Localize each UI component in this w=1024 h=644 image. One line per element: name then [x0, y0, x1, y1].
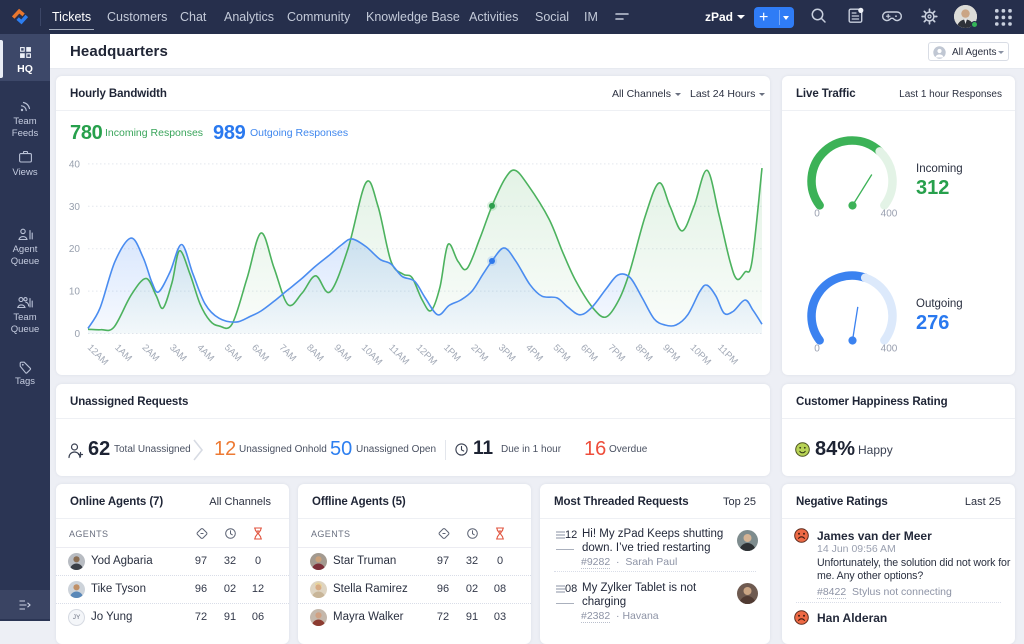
svg-text:4PM: 4PM [523, 342, 545, 364]
svg-text:2PM: 2PM [468, 342, 490, 364]
svg-text:12PM: 12PM [414, 342, 439, 367]
svg-text:20: 20 [69, 244, 81, 255]
svg-text:8PM: 8PM [633, 342, 655, 364]
svg-text:9AM: 9AM [331, 342, 353, 364]
svg-text:10PM: 10PM [688, 342, 713, 367]
svg-text:30: 30 [69, 202, 81, 213]
svg-text:0: 0 [814, 344, 820, 355]
svg-text:3AM: 3AM [167, 342, 189, 364]
svg-text:3PM: 3PM [496, 342, 518, 364]
svg-text:5PM: 5PM [551, 342, 573, 364]
svg-text:1PM: 1PM [441, 342, 463, 364]
svg-text:9PM: 9PM [660, 342, 682, 364]
svg-text:400: 400 [881, 209, 898, 220]
svg-text:11AM: 11AM [386, 342, 411, 367]
svg-text:7PM: 7PM [605, 342, 627, 364]
svg-text:2AM: 2AM [140, 342, 162, 364]
svg-text:10: 10 [69, 287, 81, 298]
svg-text:40: 40 [69, 159, 81, 170]
svg-text:4AM: 4AM [194, 342, 216, 364]
svg-text:400: 400 [881, 344, 898, 355]
svg-text:6PM: 6PM [578, 342, 600, 364]
svg-text:11PM: 11PM [715, 342, 740, 367]
svg-text:8AM: 8AM [304, 342, 326, 364]
svg-text:10AM: 10AM [359, 342, 384, 367]
svg-text:0: 0 [74, 329, 80, 340]
svg-text:5AM: 5AM [222, 342, 244, 364]
svg-text:12AM: 12AM [85, 342, 110, 367]
svg-text:1AM: 1AM [112, 342, 134, 364]
svg-text:7AM: 7AM [277, 342, 299, 364]
svg-text:6AM: 6AM [249, 342, 271, 364]
svg-text:0: 0 [814, 209, 820, 220]
